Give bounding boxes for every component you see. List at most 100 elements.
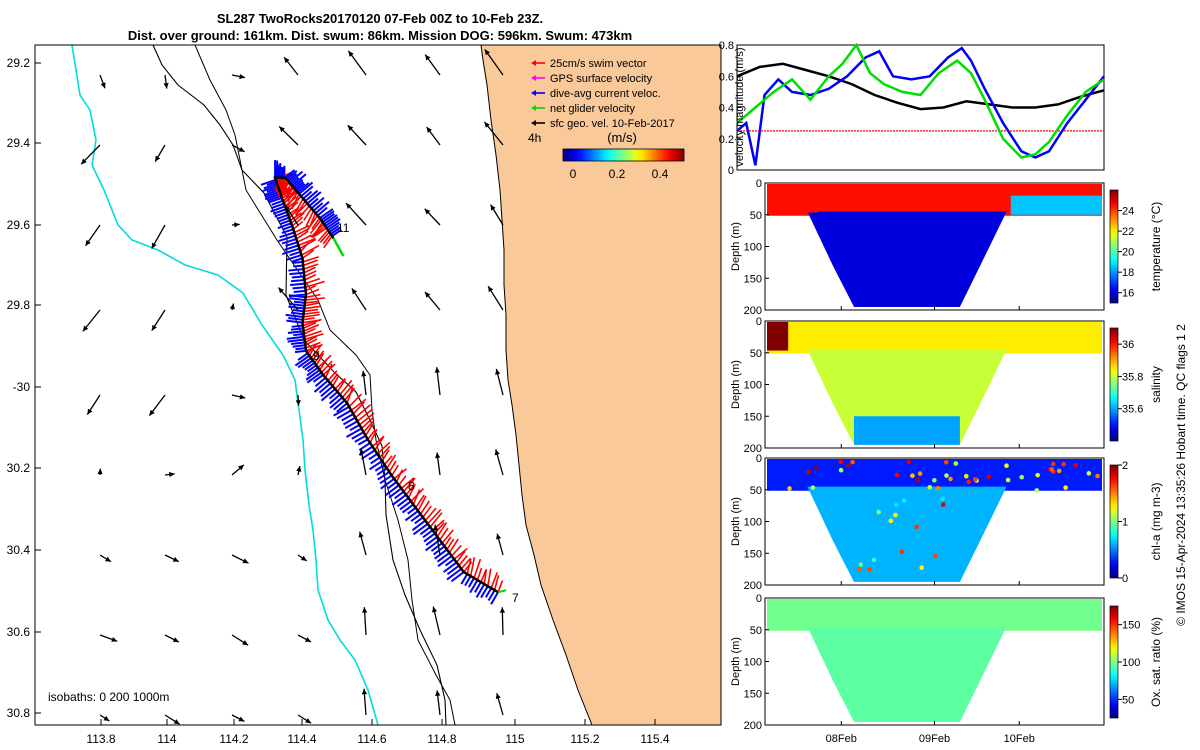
swim-vector <box>490 572 498 589</box>
chl-sample-dot <box>806 469 811 475</box>
swim-vector <box>424 507 437 522</box>
dive-current-vector <box>313 379 329 393</box>
swim-vector <box>299 238 317 250</box>
sfc-geo-arrowhead <box>431 606 438 613</box>
colorbar-tick-label: 1 <box>1122 517 1128 529</box>
map-colorbar-tick: 0.2 <box>609 167 626 181</box>
section-panel-3: 0 50 100 150 200 Depth (m) 0 1 2 chl-a (mg m-3) <box>730 453 1163 592</box>
swim-vector <box>290 195 302 207</box>
depth-ylabel: Depth (m) <box>730 360 742 409</box>
swim-vector <box>427 508 442 525</box>
swim-vector <box>305 343 323 352</box>
dive-current-vector <box>321 213 335 223</box>
sfc-geo-arrowhead <box>361 688 368 695</box>
chl-sample-dot <box>963 473 969 479</box>
swim-vector <box>463 561 473 573</box>
section-surface-layer <box>767 322 1102 354</box>
dive-current-vector <box>342 416 356 426</box>
dive-current-vector <box>288 268 304 272</box>
depth-tick-label: 150 <box>744 688 762 700</box>
chl-sample-dot <box>986 474 992 480</box>
chl-sample-dot <box>972 477 978 482</box>
depth-tick-label: 0 <box>756 453 762 465</box>
dive-current-vector <box>411 519 426 531</box>
dive-current-vector <box>290 176 300 185</box>
dive-current-vector <box>292 260 303 264</box>
swim-vector <box>312 350 320 361</box>
dive-current-vector <box>410 513 422 522</box>
section-panel-1: 0 50 100 150 200 Depth (m) 16 18 20 22 24 temperatu… <box>730 178 1163 317</box>
dive-current-vector <box>290 341 306 346</box>
sfc-geo-arrowhead <box>300 555 307 561</box>
dive-current-vector <box>401 503 414 514</box>
depth-tick-label: 150 <box>744 273 762 285</box>
swim-vector <box>358 412 375 426</box>
swim-vector <box>303 207 313 221</box>
swim-vector <box>313 225 326 236</box>
section-colorbar <box>1109 605 1119 719</box>
dive-current-vector <box>369 460 383 471</box>
chl-sample-dot <box>915 477 921 483</box>
sfc-geo-arrowhead <box>172 637 179 643</box>
chl-sample-dot <box>1095 473 1100 479</box>
map-y-tick-label: 29.8 <box>7 298 31 312</box>
dive-current-vector <box>263 188 280 196</box>
swim-vector <box>304 335 318 344</box>
map-y-tick-label: 29.4 <box>7 136 31 150</box>
swim-vector <box>410 488 425 502</box>
dive-current-vector <box>287 338 305 343</box>
sfc-geo-arrowhead <box>348 50 354 57</box>
dive-current-vector <box>328 224 340 233</box>
map-y-tick-label: 30.6 <box>7 625 31 639</box>
cold-deep-water <box>853 278 960 307</box>
depth-tick-label: 150 <box>744 548 762 560</box>
chl-sample-dot <box>935 485 941 491</box>
sfc-geo-arrowhead <box>238 464 244 471</box>
chl-sample-dot <box>867 567 872 572</box>
swim-vector <box>286 190 297 201</box>
sfc-geo-arrowhead <box>346 203 352 209</box>
dive-current-vector <box>361 449 376 460</box>
dive-current-vector <box>346 427 363 438</box>
sfc-geo-arrowhead <box>496 533 502 540</box>
sfc-geo-arrowhead <box>434 367 440 373</box>
swim-vector <box>360 417 374 430</box>
swim-vector <box>295 230 309 240</box>
dive-current-vector <box>260 178 277 186</box>
chl-sample-dot <box>917 471 923 476</box>
depth-tick-label: 100 <box>744 517 762 529</box>
dive-current-vector <box>306 191 322 205</box>
chl-sample-dot <box>927 484 933 490</box>
swim-vector <box>367 429 376 440</box>
chl-sample-dot <box>894 472 900 478</box>
chl-sample-dot <box>933 553 938 559</box>
section-colorbar <box>1109 189 1119 304</box>
swim-vector <box>352 401 365 415</box>
dive-current-vector <box>391 494 407 506</box>
dive-current-vector <box>344 420 358 429</box>
sfc-geo-arrowhead <box>488 286 494 293</box>
dive-current-vector <box>464 575 472 587</box>
dive-current-vector <box>446 564 460 576</box>
dive-current-vector <box>475 583 486 598</box>
dive-current-vector <box>290 311 304 316</box>
dive-current-vector <box>318 382 331 394</box>
dive-current-vector <box>294 354 310 367</box>
swim-vector <box>369 428 378 444</box>
isobath-200m <box>152 44 447 726</box>
map-y-tick-label: 30.8 <box>7 706 31 720</box>
swim-vector <box>303 313 320 318</box>
swim-vector <box>303 266 316 274</box>
depth-tick-label: 50 <box>750 625 762 637</box>
swim-vector <box>395 469 404 483</box>
time-tick-label: 09Feb <box>919 733 950 745</box>
swim-vector <box>341 384 354 398</box>
depth-tick-label: 200 <box>744 443 762 455</box>
cool-surface <box>1010 195 1102 215</box>
chl-sample-dot <box>846 463 851 468</box>
map-y-tick-label: 29.2 <box>7 56 31 70</box>
sfc-geo-arrowhead <box>433 524 439 531</box>
swim-vector <box>305 341 321 349</box>
sfc-geo-arrowhead <box>169 471 175 478</box>
